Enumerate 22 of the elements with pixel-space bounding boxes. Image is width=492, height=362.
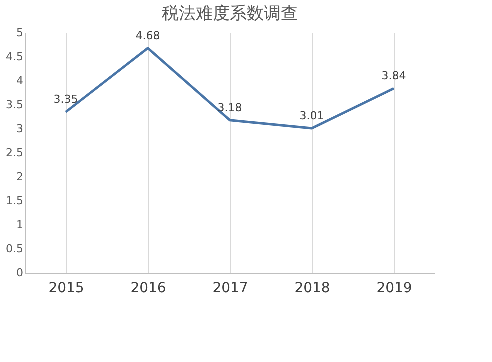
y-tick-label: 4.5 [6, 50, 24, 64]
data-label: 4.68 [136, 29, 160, 42]
data-label: 3.35 [54, 93, 78, 106]
y-tick-label: 4 [16, 74, 24, 88]
y-tick-label: 2 [16, 170, 24, 184]
x-tick-label: 2018 [294, 280, 330, 296]
y-tick-label: 1 [16, 218, 24, 232]
y-tick-label: 3 [16, 122, 24, 136]
y-tick-label: 2.5 [6, 146, 24, 160]
x-tick-label: 2017 [212, 280, 248, 296]
y-tick-label: 5 [16, 26, 24, 40]
y-tick-label: 0.5 [6, 242, 24, 256]
y-tick-label: 0 [16, 266, 24, 280]
data-label: 3.01 [300, 110, 324, 123]
y-tick-label: 1.5 [6, 194, 24, 208]
chart-title: 税法难度系数调查 [162, 4, 298, 24]
x-tick-label: 2016 [130, 280, 166, 296]
x-tick-label: 2015 [48, 280, 84, 296]
y-tick-label: 3.5 [6, 98, 24, 112]
x-tick-label: 2019 [376, 280, 412, 296]
data-label: 3.84 [382, 70, 406, 83]
data-label: 3.18 [218, 101, 242, 114]
